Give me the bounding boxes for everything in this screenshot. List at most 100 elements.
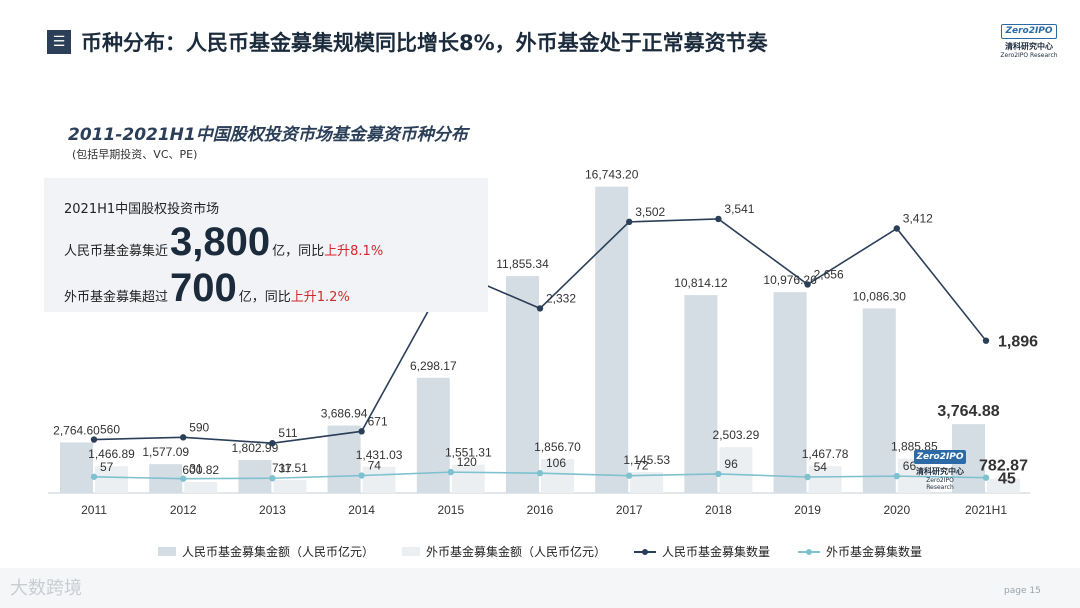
fx-amount-bar	[987, 478, 1020, 493]
x-tick-label: 2016	[527, 503, 554, 517]
rmb-count-label: 590	[189, 420, 209, 434]
fx-count-point	[982, 474, 990, 481]
rmb-count-label: 560	[100, 423, 120, 437]
fx-amount-bar	[808, 466, 842, 493]
legend-label: 外币基金募集数量	[826, 545, 923, 559]
fx-amount-label: 1,885.85	[891, 439, 938, 453]
fx-count-point	[536, 469, 544, 477]
zero2ipo-watermark-logo: Zero2IPO 清科研究中心 Zero2IPO Research	[912, 450, 968, 491]
fx-amount-label: 711.51	[272, 461, 308, 475]
legend-fx-count: 外币基金募集数量	[798, 543, 922, 560]
fx-count-point	[180, 475, 187, 482]
rmb-amount-label: 3,764.88	[937, 403, 999, 420]
rmb-count-label: 511	[278, 426, 297, 440]
fx-amount-bar	[451, 464, 485, 493]
fx-count-label: 72	[635, 459, 649, 473]
fx-count-point	[626, 472, 633, 479]
rmb-count-point	[358, 428, 365, 435]
fx-amount-label: 782.87	[979, 458, 1028, 475]
rmb-prefix: 人民币基金募集近	[64, 244, 169, 259]
fx-count-point	[358, 472, 365, 479]
fx-amount-label: 1,466.89	[88, 447, 135, 461]
rmb-amount-bar	[60, 442, 93, 493]
x-tick-label: 2018	[705, 503, 732, 517]
fx-count-point	[893, 472, 900, 480]
rmb-count-point	[269, 439, 276, 447]
hamburger-icon[interactable]: ☰	[47, 30, 71, 54]
fx-summary: 外币基金募集超过 700 亿，同比 上升1.2%	[64, 266, 350, 311]
summary-heading: 2021H1中国股权投资市场	[64, 202, 220, 217]
fx-amount-label: 1,145.53	[623, 453, 670, 467]
zero2ipo-logo: Zero2IPO 清科研究中心 Zero2IPO Research	[1000, 24, 1058, 59]
x-tick-label: 2019	[794, 503, 821, 517]
fx-suffix: 亿，同比	[238, 290, 291, 305]
fx-count-label: 31	[189, 462, 203, 476]
fx-count-point	[447, 468, 454, 476]
rmb-amount-bar	[238, 460, 272, 493]
rmb-count-point	[715, 215, 722, 223]
fx-amount-label: 2,503.29	[713, 428, 760, 442]
fx-count-point	[269, 475, 276, 482]
rmb-count-label: 2,656	[814, 267, 844, 281]
fx-count-label: 57	[100, 460, 114, 474]
fx-amount-label: 1,856.70	[534, 440, 581, 454]
fx-count-label: 54	[814, 460, 828, 474]
inner-logo-cn: 清科研究中心	[916, 467, 964, 476]
fx-change: 上升1.2%	[290, 290, 350, 305]
rmb-amount-bar	[327, 425, 361, 493]
rmb-amount-label: 10,976.26	[763, 273, 817, 287]
rmb-amount-bar	[862, 308, 896, 493]
rmb-count-label: 3,541	[724, 202, 754, 216]
rmb-amount-bar	[595, 186, 629, 493]
fx-count-label: 37	[278, 461, 292, 475]
rmb-amount-bar	[416, 377, 450, 493]
fx-amount-bar	[362, 466, 396, 493]
rmb-amount-label: 11,855.34	[496, 257, 549, 271]
x-tick-label: 2014	[348, 503, 375, 517]
rmb-count-label: 1,896	[998, 334, 1038, 351]
rmb-amount-label: 2,764.60	[53, 423, 100, 437]
rmb-count-label: 671	[368, 414, 388, 428]
fx-amount-bar	[541, 459, 574, 493]
chart-title: 2011-2021H1中国股权投资市场基金募资币种分布	[68, 125, 468, 145]
x-tick-label: 2017	[616, 503, 643, 517]
rmb-amount-label: 16,743.20	[585, 168, 639, 182]
rmb-suffix: 亿，同比	[272, 244, 325, 259]
x-tick-label: 2021H1	[965, 503, 1007, 517]
rmb-amount-bar	[684, 295, 718, 493]
logo-cn-text: 清科研究中心	[1005, 42, 1053, 51]
rmb-amount-label: 6,298.17	[410, 359, 457, 373]
rmb-big-number: 3,800	[170, 220, 271, 264]
fx-amount-bar	[273, 479, 307, 493]
rmb-count-label: 2,332	[546, 291, 576, 305]
legend-label: 人民币基金募集金额（人民币亿元）	[182, 545, 375, 559]
rmb-count-label: 3,502	[635, 205, 665, 219]
rmb-count-label: 3,412	[903, 211, 933, 225]
fx-amount-bar	[184, 482, 218, 493]
fx-prefix: 外币基金募集超过	[64, 290, 169, 305]
page-number: page 15	[1004, 586, 1041, 596]
x-tick-label: 2013	[259, 503, 286, 517]
fx-count-point	[90, 473, 98, 480]
fx-amount-label: 1,467.78	[802, 447, 849, 461]
x-tick-label: 2020	[883, 503, 910, 517]
fx-count-label: 74	[368, 459, 382, 473]
legend-label: 人民币基金募集数量	[662, 545, 771, 559]
inner-logo-en: Zero2IPO Research	[926, 477, 954, 491]
x-tick-label: 2011	[81, 503, 107, 517]
logo-wordmark: Zero2IPO	[1001, 24, 1057, 39]
fx-count-label: 45	[998, 471, 1016, 488]
x-tick-label: 2015	[437, 503, 464, 517]
fx-count-point	[715, 470, 722, 478]
fx-amount-bar	[630, 472, 664, 493]
fx-count-point	[804, 473, 811, 481]
summary-box: 2021H1中国股权投资市场 人民币基金募集近 3,800 亿，同比 上升8.1…	[44, 178, 488, 312]
fx-count-label: 106	[546, 456, 566, 470]
legend-swatch	[798, 548, 821, 555]
legend-label: 外币基金募集金额（人民币亿元）	[426, 545, 607, 559]
rmb-amount-label: 10,814.12	[674, 276, 728, 290]
legend-swatch	[158, 547, 176, 556]
header-band	[0, 0, 1080, 60]
legend-swatch	[634, 548, 657, 555]
rmb-amount-label: 1,802.99	[232, 441, 279, 455]
